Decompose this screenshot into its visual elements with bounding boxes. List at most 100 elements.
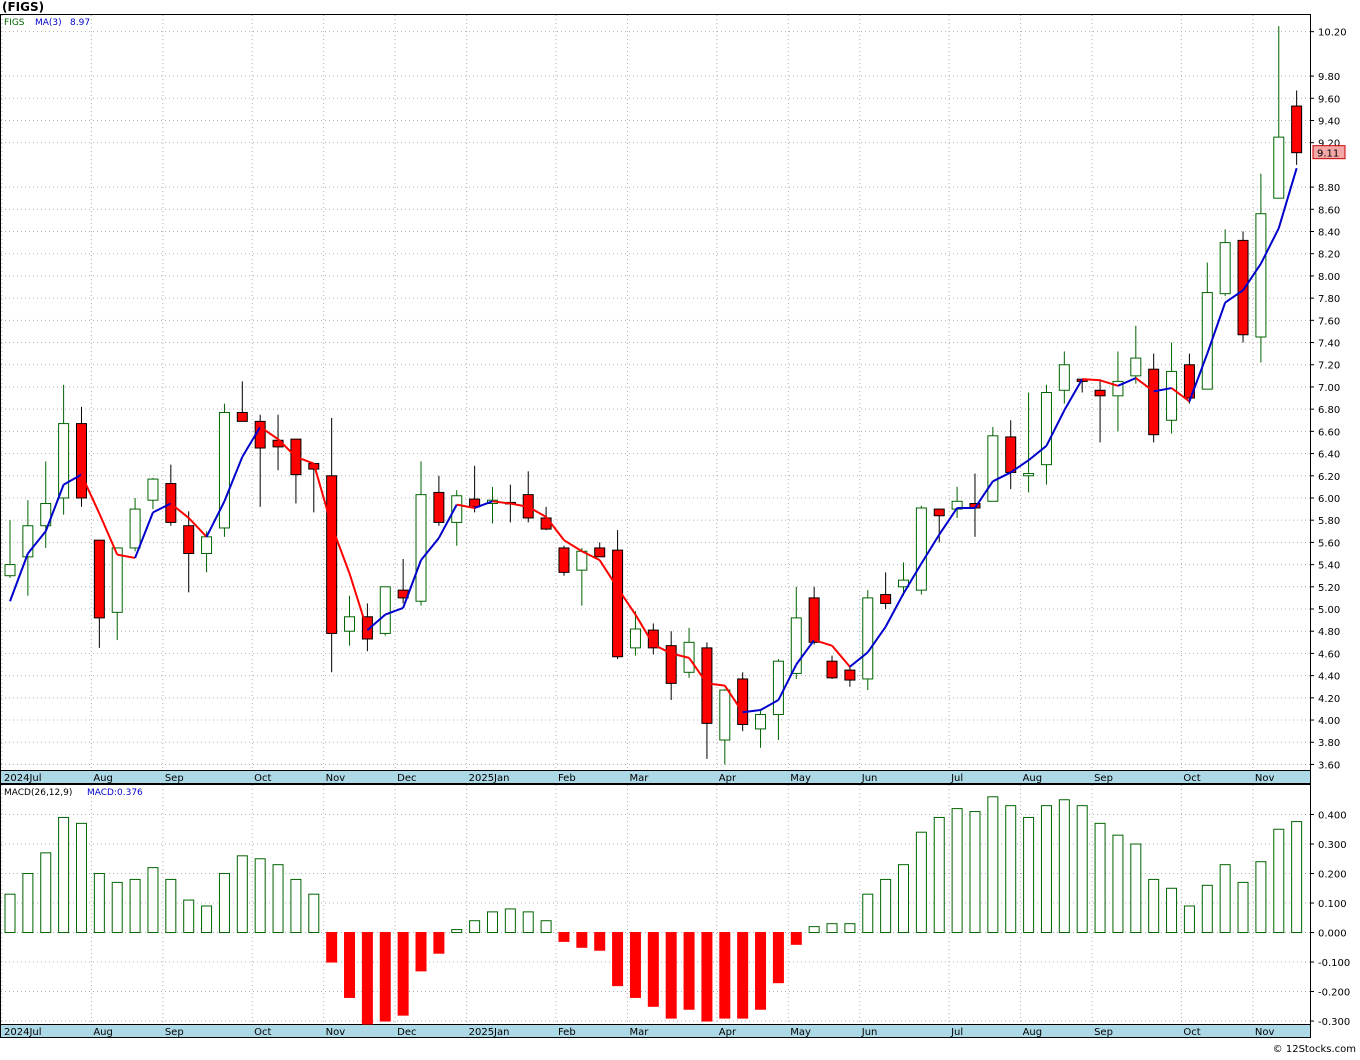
candle-up: [1255, 213, 1267, 338]
macd-bar-positive: [1183, 905, 1195, 934]
ma3-segment: [652, 643, 672, 655]
macd-tick-label: 0.300: [1318, 840, 1347, 851]
ma3-segment: [1010, 459, 1030, 474]
ma3-segment: [27, 530, 47, 555]
ma3-segment: [134, 512, 154, 559]
price-x-tick-label: May: [790, 773, 811, 784]
price-tick-label: 7.60: [1318, 316, 1340, 327]
macd-bar-positive: [22, 873, 34, 934]
candle-down: [880, 594, 892, 604]
candle-up: [201, 536, 213, 554]
macd-legend-label: MACD(26,12,9): [4, 788, 72, 798]
price-tick-label: 8.40: [1318, 228, 1340, 239]
ma3-segment: [205, 500, 226, 538]
ma3-segment: [866, 626, 887, 653]
candle-down: [1005, 436, 1017, 473]
price-tick-label: 4.60: [1318, 649, 1340, 660]
candle-up: [1112, 380, 1124, 397]
macd-bar-positive: [915, 831, 927, 934]
macd-bar-positive: [1291, 821, 1303, 934]
ma3-segment: [1153, 387, 1172, 393]
ma-layer: [9, 167, 1298, 714]
ma3-segment: [510, 502, 529, 508]
macd-bar-positive: [129, 878, 141, 934]
macd-bar-negative: [665, 932, 677, 1019]
macd-bar-negative: [379, 932, 391, 1022]
ma3-segment: [563, 539, 583, 553]
macd-bar-negative: [737, 932, 749, 1019]
price-tick-label: 5.40: [1318, 561, 1340, 572]
ma3-segment: [420, 537, 440, 561]
ma3-segment: [1135, 377, 1155, 393]
macd-bar-positive: [486, 911, 498, 934]
ma3-segment: [1242, 263, 1262, 291]
macd-bar-positive: [93, 873, 105, 934]
candle-up: [22, 525, 34, 558]
macd-bar-positive: [451, 929, 463, 934]
ma3-segment: [492, 500, 511, 505]
ma3-segment: [1045, 409, 1066, 447]
price-tick-label: 8.60: [1318, 205, 1340, 216]
macd-x-tick-label: Nov: [1255, 1027, 1275, 1038]
ma3-segment: [117, 553, 136, 559]
ma3-segment: [1099, 379, 1119, 387]
macd-layer: [4, 796, 1303, 1025]
ma3-segment: [974, 480, 994, 509]
candle-down: [183, 525, 195, 554]
macd-x-tick-label: Sep: [165, 1027, 184, 1038]
price-tick-label: 7.20: [1318, 361, 1340, 372]
candle-down: [558, 547, 570, 573]
ma3-segment: [474, 500, 493, 509]
price-tick-label: 7.80: [1318, 294, 1340, 305]
ma3-segment: [902, 562, 923, 594]
candle-down: [1291, 105, 1303, 154]
macd-bar-positive: [1273, 828, 1285, 934]
price-tick-label: 5.00: [1318, 605, 1340, 616]
price-x-tick-label: Jun: [861, 773, 878, 784]
ma3-segment: [1170, 387, 1191, 403]
candle-up: [451, 495, 463, 523]
candle-up: [58, 423, 70, 499]
candle-down: [933, 508, 945, 517]
candle-up: [218, 411, 230, 529]
candle-down: [165, 483, 177, 523]
macd-bar-negative: [701, 932, 713, 1022]
macd-bar-positive: [58, 816, 70, 934]
ma3-segment: [992, 471, 1012, 483]
candle-down: [612, 549, 624, 658]
price-legend-symbol: FIGS: [4, 18, 25, 28]
candle-down: [433, 491, 445, 523]
last-price-label: 9.11: [1317, 149, 1339, 160]
macd-bar-positive: [1130, 843, 1142, 934]
candle-down: [594, 547, 606, 558]
price-x-tick-label: Aug: [93, 773, 113, 784]
ma3-segment: [44, 484, 65, 532]
macd-bar-positive: [826, 923, 838, 934]
macd-bar-positive: [933, 816, 945, 934]
price-tick-label: 6.40: [1318, 450, 1340, 461]
macd-bar-negative: [755, 932, 767, 1010]
candle-down: [326, 475, 338, 634]
price-tick-label: 3.80: [1318, 738, 1340, 749]
macd-bar-positive: [183, 899, 195, 934]
price-legend-ma-value: 8.97: [70, 18, 90, 28]
macd-bar-negative: [576, 932, 588, 948]
macd-x-tick-label: Sep: [1094, 1027, 1113, 1038]
axis-layer: 3.60 3.80 4.00 4.20 4.40 4.60 4.80 5.00 5.20 5.40…: [4, 28, 1350, 1038]
macd-x-tick-label: Apr: [719, 1027, 737, 1038]
macd-bar-positive: [862, 893, 874, 934]
ma3-segment: [884, 592, 905, 628]
price-x-tick-label: 2025Jan: [469, 773, 510, 784]
macd-bar-positive: [1166, 887, 1178, 934]
macd-x-tick-label: Aug: [93, 1027, 113, 1038]
ma3-segment: [152, 502, 172, 514]
ma3-segment: [1206, 302, 1227, 354]
ma3-segment: [241, 426, 262, 458]
ma3-segment: [581, 550, 601, 562]
macd-x-tick-label: Oct: [254, 1027, 271, 1038]
ma3-segment: [634, 614, 655, 646]
macd-bar-positive: [1023, 816, 1035, 934]
candle-down: [236, 411, 248, 422]
price-tick-label: 4.20: [1318, 694, 1340, 705]
candle-up: [1130, 357, 1142, 377]
